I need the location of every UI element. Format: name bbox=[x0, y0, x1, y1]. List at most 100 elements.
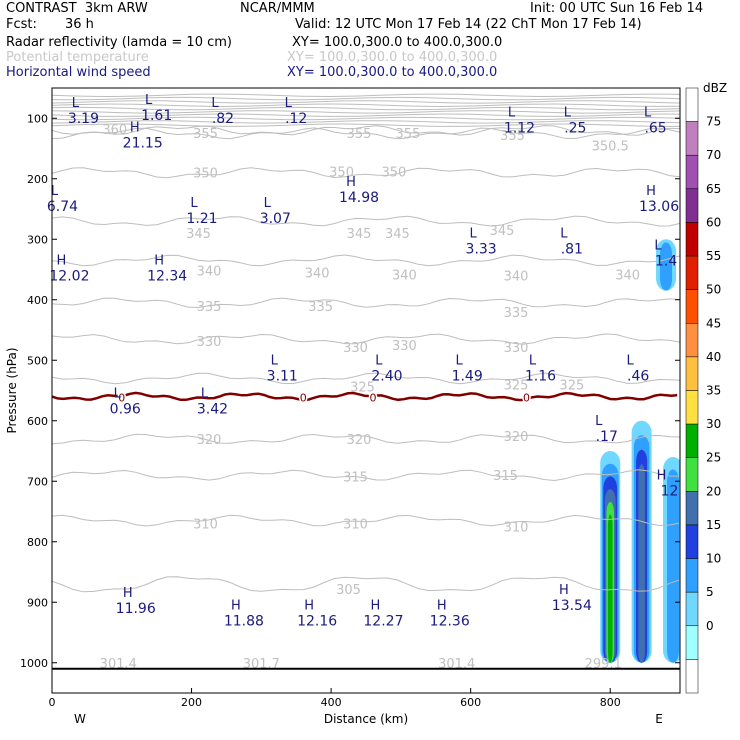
theta-label: 335 bbox=[504, 306, 529, 321]
colorbar-level-label: 10 bbox=[706, 552, 721, 566]
reflectivity-cell bbox=[667, 469, 680, 663]
wind-extremum-type: H bbox=[559, 583, 569, 598]
east-label: E bbox=[655, 712, 663, 726]
theta-label: 330 bbox=[504, 341, 529, 356]
colorbar-level-label: 15 bbox=[706, 518, 721, 532]
wind-extremum-value: .25 bbox=[564, 120, 586, 136]
colorbar-level-label: 45 bbox=[706, 316, 721, 330]
x-tick-label: 800 bbox=[600, 696, 621, 709]
theta-contour-line bbox=[52, 215, 680, 227]
colorbar-level-label: 55 bbox=[706, 249, 721, 263]
theta-layer: 360 355 355 355 355 350.5 350 350 350 345 345 345 34… bbox=[52, 93, 680, 672]
wind-extremum-value: 3.11 bbox=[267, 368, 298, 384]
theta-label: 330 bbox=[197, 335, 222, 350]
freezing-level-layer: 0 0 0 0 bbox=[52, 390, 678, 406]
wind-extremum-value: 3.42 bbox=[197, 402, 228, 418]
wind-extremum-type: L bbox=[114, 387, 122, 402]
wind-extremum-type: H bbox=[346, 175, 356, 190]
wind-extremum-type: L bbox=[456, 353, 464, 368]
wind-extremum-value: .46 bbox=[627, 368, 649, 384]
colorbar-swatch bbox=[685, 390, 699, 425]
wind-extremum-value: 3.33 bbox=[466, 241, 497, 257]
theta-label: 355 bbox=[193, 127, 218, 142]
theta-label: 345 bbox=[385, 227, 410, 242]
theta-contour-line bbox=[52, 514, 680, 527]
colorbar-swatch bbox=[685, 591, 699, 627]
wind-extremum-value: 3.19 bbox=[68, 111, 99, 127]
wind-extremum-type: L bbox=[285, 96, 293, 111]
theta-contour-line bbox=[52, 469, 680, 482]
colorbar-swatch bbox=[685, 491, 699, 526]
wind-extremum-value: 13.06 bbox=[639, 199, 679, 215]
wind-extremum-type: H bbox=[130, 120, 140, 135]
wind-extremum-type: L bbox=[375, 353, 383, 368]
theta-label: 350 bbox=[329, 165, 354, 180]
wind-extremum-type: L bbox=[627, 353, 635, 368]
colorbar-level-label: 75 bbox=[706, 115, 721, 129]
theta-label: 335 bbox=[308, 300, 333, 315]
wind-extremum-type: H bbox=[657, 468, 667, 483]
colorbar-swatch bbox=[685, 524, 699, 559]
x-tick-label: 200 bbox=[181, 696, 202, 709]
wind-extremum-value: .17 bbox=[596, 429, 618, 445]
x-tick-label: 600 bbox=[460, 696, 481, 709]
y-tick-label: 400 bbox=[27, 294, 48, 307]
theta-label: 330 bbox=[343, 341, 368, 356]
wind-extremum-type: L bbox=[595, 414, 603, 429]
theta-label: 345 bbox=[490, 224, 515, 239]
theta-label: 325 bbox=[504, 378, 529, 393]
center-name: NCAR/MMM bbox=[240, 1, 315, 16]
wind-extremum-type: L bbox=[271, 353, 279, 368]
wind-extremum-type: H bbox=[231, 598, 241, 613]
colorbar-level-label: 65 bbox=[706, 182, 721, 196]
field-wind-name: Horizontal wind speed bbox=[6, 65, 151, 80]
theta-contour-line bbox=[52, 297, 680, 309]
y-tick-label: 600 bbox=[27, 415, 48, 428]
y-tick-label: 900 bbox=[27, 596, 48, 609]
theta-contour-line bbox=[52, 372, 680, 385]
theta-label: 350 bbox=[193, 167, 218, 182]
theta-label: 360 bbox=[102, 123, 127, 138]
theta-label: 340 bbox=[504, 270, 529, 285]
theta-upper-contour-line bbox=[52, 100, 680, 104]
theta-label: 340 bbox=[615, 268, 640, 283]
wind-extremum-type: L bbox=[470, 226, 478, 241]
freezing-level-label: 0 bbox=[369, 392, 376, 405]
theta-upper-contour-line bbox=[52, 113, 680, 117]
freezing-level-label: 0 bbox=[523, 392, 530, 405]
theta-label: 315 bbox=[493, 469, 518, 484]
theta-label: 355 bbox=[500, 129, 525, 144]
wind-extremum-type: H bbox=[371, 598, 381, 613]
theta-contour-line bbox=[52, 333, 680, 345]
freezing-level-label: 0 bbox=[300, 392, 307, 405]
wind-extremum-value: 12.16 bbox=[297, 613, 337, 629]
reflectivity-cell bbox=[660, 242, 673, 291]
theta-label: 330 bbox=[392, 339, 417, 354]
theta-label: 335 bbox=[197, 300, 222, 315]
colorbar-swatch bbox=[685, 154, 699, 190]
theta-upper-contour-line bbox=[52, 96, 680, 101]
theta-contour-line bbox=[52, 254, 680, 267]
theta-label: 355 bbox=[347, 127, 372, 142]
theta-upper-contour-line bbox=[52, 116, 680, 121]
wind-extremum-value: 11.88 bbox=[224, 613, 264, 629]
theta-contour-line bbox=[52, 433, 680, 445]
colorbar-swatch bbox=[685, 558, 699, 593]
theta-label: 325 bbox=[559, 378, 584, 393]
colorbar-level-label: 30 bbox=[706, 417, 721, 431]
colorbar-swatch bbox=[685, 255, 699, 290]
wind-extremum-type: L bbox=[51, 184, 59, 199]
colorbar-unit: dBZ bbox=[703, 81, 727, 95]
theta-contour-line bbox=[52, 125, 680, 136]
wind-extremum-value: 3.07 bbox=[260, 211, 291, 227]
theta-label: 340 bbox=[197, 265, 222, 280]
field-reflectivity-xy: XY= 100.0,300.0 to 400.0,300.0 bbox=[292, 35, 503, 50]
y-tick-label: 800 bbox=[27, 536, 48, 549]
theta-label: 310 bbox=[504, 521, 529, 536]
colorbar-level-label: 5 bbox=[706, 585, 714, 599]
wind-extremum-value: 6.74 bbox=[47, 199, 78, 215]
wind-extremum-type: L bbox=[264, 196, 272, 211]
theta-label: 310 bbox=[193, 518, 218, 533]
theta-contour-line bbox=[52, 576, 680, 593]
